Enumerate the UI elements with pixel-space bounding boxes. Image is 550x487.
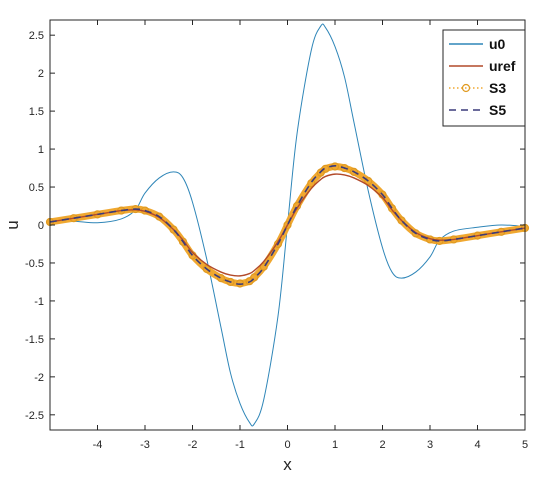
series-s3-point (283, 220, 292, 230)
series-s3-point (364, 176, 373, 186)
series-s3-point (259, 262, 268, 271)
legend-label-uref: uref (489, 58, 516, 74)
x-tick-label: -4 (93, 439, 103, 451)
x-tick-label: -1 (235, 439, 245, 451)
series-layer (45, 23, 530, 427)
legend-box (442, 29, 526, 127)
series-s3-point (169, 225, 178, 234)
legend-label-u0: u0 (489, 36, 506, 52)
y-tick-label: 0.5 (29, 182, 44, 194)
x-tick-label: 3 (427, 439, 433, 451)
series-s3-point (321, 164, 330, 173)
x-tick-label: 0 (284, 439, 290, 451)
y-tick-label: -1 (34, 296, 44, 308)
series-s3-point (226, 277, 235, 287)
series-s3-point (387, 204, 397, 213)
legend-label-s5: S5 (489, 102, 506, 118)
series-s3-point (178, 237, 188, 246)
y-tick-label: 0 (38, 220, 44, 232)
legend: u0 uref S3 S5 (442, 29, 526, 127)
x-tick-label: 2 (379, 439, 385, 451)
series-s5-line (49, 164, 526, 286)
y-tick-label: -1.5 (25, 334, 44, 346)
x-tick-label: 5 (522, 439, 528, 451)
x-axis-label: x (283, 455, 292, 474)
x-tick-label: -3 (140, 439, 150, 451)
series-s3-point (340, 163, 349, 173)
y-tick-label: 2.5 (29, 30, 44, 42)
x-tick-label: -2 (188, 439, 198, 451)
series-s3-point (216, 274, 226, 283)
y-tick-label: -2.5 (25, 410, 44, 422)
tick-layer: -4 -3 -2 -1 0 1 2 3 4 5 -2.5 -2 -1.5 -1 -0.5 0 0.5 1 1.5 2 2… (25, 20, 528, 451)
y-axis-label: u (3, 220, 22, 229)
series-s3-point (155, 212, 164, 221)
y-tick-label: 1 (38, 144, 44, 156)
x-tick-label: 1 (332, 439, 338, 451)
series-s3-point (250, 273, 259, 282)
y-tick-label: -2 (34, 372, 44, 384)
legend-swatch-s3-marker (461, 83, 471, 93)
series-s3-point (349, 167, 359, 176)
y-tick-label: 2 (38, 68, 44, 80)
legend-label-s3: S3 (489, 80, 506, 96)
series-s3-point (411, 229, 420, 238)
x-tick-label: 4 (474, 439, 480, 451)
series-s3-point (202, 264, 211, 274)
y-tick-label: -0.5 (25, 258, 44, 270)
y-tick-label: 1.5 (29, 106, 44, 118)
series-s3-point (307, 179, 316, 188)
series-s3-point (397, 216, 406, 225)
